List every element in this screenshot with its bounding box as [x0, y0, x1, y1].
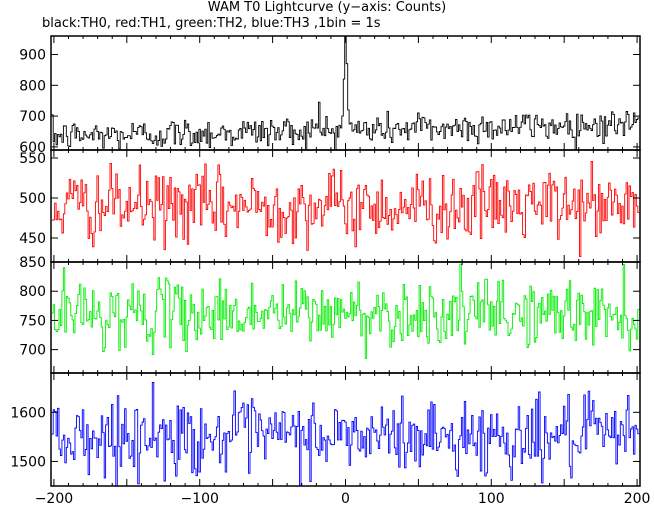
y-tick-label-th2: 750 [19, 313, 46, 329]
series-th1-line [51, 160, 640, 258]
y-tick-label-th1: 500 [19, 191, 46, 207]
chart-title: WAM T0 Lightcurve (y−axis: Counts) [207, 0, 447, 15]
panel-frame-th3 [50, 372, 641, 487]
x-tick-label: 200 [624, 491, 651, 505]
series-th2-line [51, 263, 640, 359]
y-tick-label-th2: 850 [19, 255, 46, 271]
panel-frame-th2 [50, 261, 641, 374]
y-tick-label-th2: 800 [19, 284, 46, 300]
x-tick-label: 100 [478, 491, 505, 505]
y-tick-label-th3: 1600 [10, 405, 46, 421]
series-th3-line [51, 382, 640, 486]
y-tick-label-th0: 800 [19, 78, 46, 94]
x-tick-label: 0 [341, 491, 350, 505]
panel-frame-th0 [50, 35, 641, 151]
y-tick-label-th0: 900 [19, 47, 46, 63]
y-tick-label-th1: 550 [19, 151, 46, 167]
y-tick-label-th3: 1500 [10, 454, 46, 470]
y-tick-label-th0: 700 [19, 109, 46, 125]
y-tick-label-th2: 700 [19, 343, 46, 359]
x-tick-label: −200 [35, 491, 73, 505]
y-tick-label-th0: 600 [19, 140, 46, 156]
x-tick-label: −100 [180, 491, 218, 505]
chart-subtitle: black:TH0, red:TH1, green:TH2, blue:TH3 … [42, 16, 381, 31]
series-th0-line [51, 36, 640, 150]
y-tick-label-th1: 450 [19, 231, 46, 247]
